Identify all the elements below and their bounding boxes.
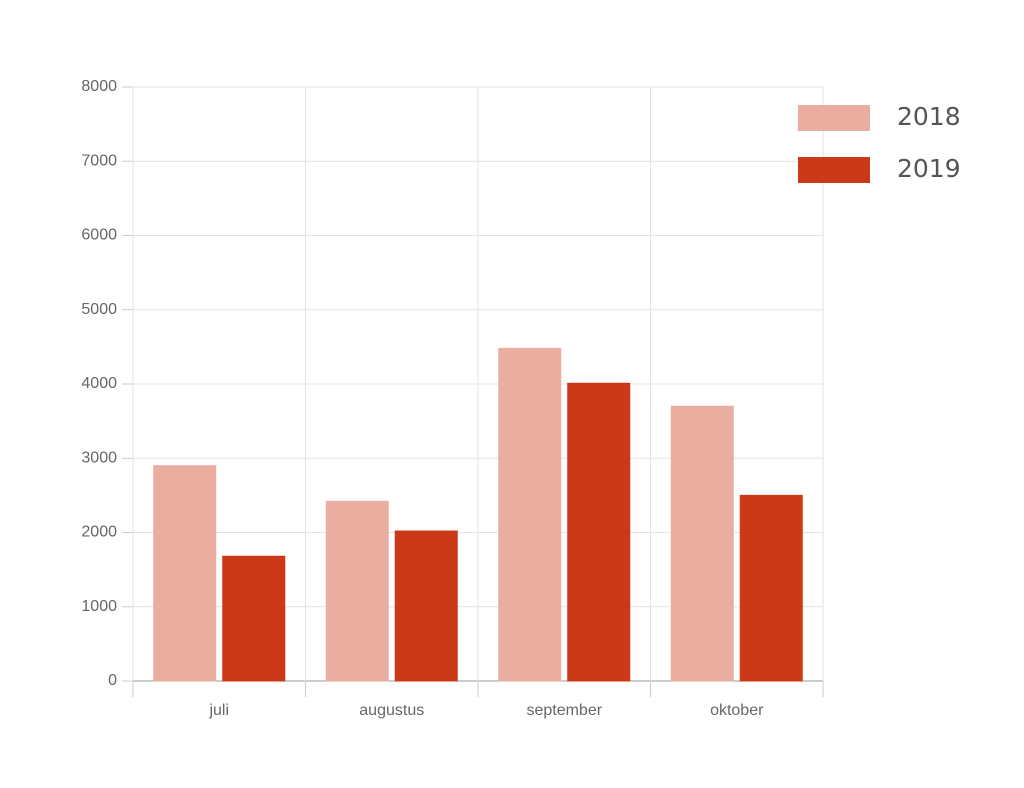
legend-label: 2018: [897, 102, 961, 131]
y-tick-label: 0: [108, 672, 117, 689]
bar: [222, 555, 286, 682]
legend-swatch: [798, 157, 870, 183]
y-tick-label: 4000: [81, 375, 117, 392]
bar: [394, 530, 458, 682]
x-tick-label: augustus: [359, 702, 424, 719]
bar: [153, 465, 217, 682]
y-tick-label: 1000: [81, 598, 117, 615]
x-tick-label: september: [526, 702, 602, 719]
bar: [567, 382, 631, 682]
bar: [325, 500, 389, 682]
legend-label: 2019: [897, 154, 961, 183]
y-tick-label: 5000: [81, 301, 117, 318]
y-tick-label: 7000: [81, 152, 117, 169]
x-tick-label: juli: [208, 702, 229, 719]
y-tick-label: 8000: [81, 78, 117, 95]
x-tick-label: oktober: [710, 702, 764, 719]
y-tick-label: 2000: [81, 524, 117, 541]
y-tick-label: 6000: [81, 227, 117, 244]
bar: [670, 405, 734, 682]
y-tick-label: 3000: [81, 449, 117, 466]
legend-swatch: [798, 105, 870, 131]
bar: [739, 494, 803, 682]
bar: [498, 347, 562, 682]
